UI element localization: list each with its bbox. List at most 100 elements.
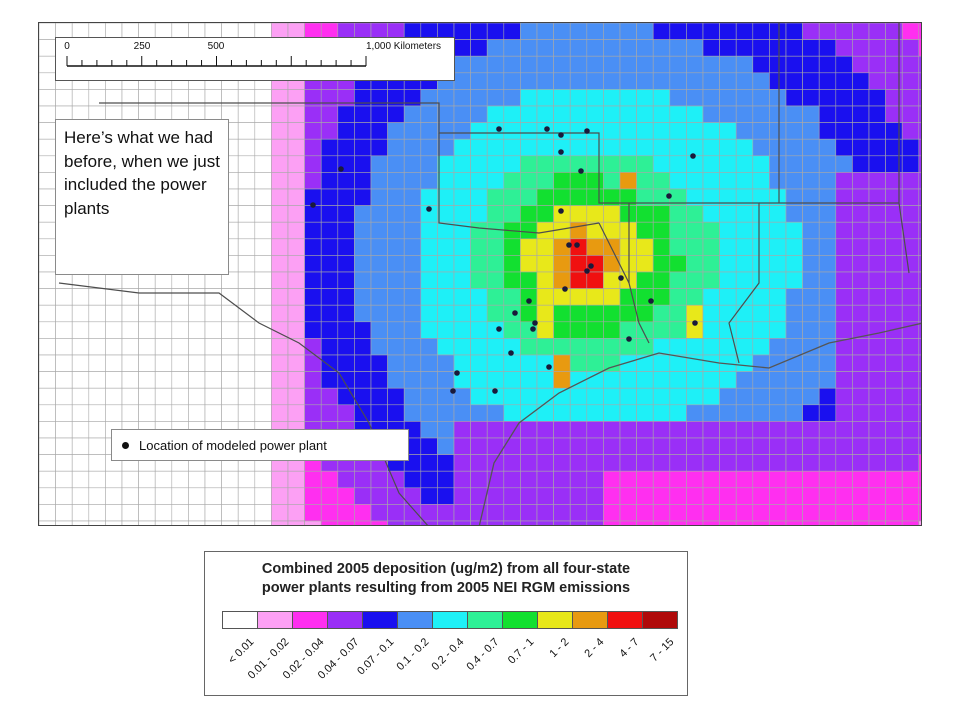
grid-cell (387, 354, 405, 372)
grid-cell (520, 504, 538, 522)
grid-cell (885, 288, 903, 306)
grid-cell (852, 520, 870, 525)
grid-cell (818, 288, 837, 306)
grid-cell (918, 72, 921, 90)
grid-cell (486, 23, 505, 40)
grid-cell (785, 72, 803, 90)
grid-cell (105, 504, 123, 522)
grid-cell (868, 72, 886, 90)
grid-cell (868, 105, 886, 123)
grid-cell (719, 288, 737, 306)
grid-cell (453, 205, 471, 223)
grid-cell (619, 122, 637, 140)
grid-cell (370, 155, 388, 173)
grid-cell (652, 454, 671, 472)
grid-cell (835, 255, 853, 273)
grid-cell (619, 39, 637, 57)
grid-cell (636, 255, 654, 273)
grid-cell (138, 520, 156, 525)
grid-cell (603, 470, 621, 489)
grid-cell (55, 288, 73, 306)
grid-cell (254, 304, 272, 323)
grid-cell (586, 23, 604, 40)
grid-cell (569, 72, 588, 90)
grid-cell (437, 437, 455, 455)
grid-cell (138, 387, 156, 406)
grid-cell (370, 338, 388, 356)
grid-cell (752, 304, 770, 323)
grid-cell (818, 437, 837, 455)
grid-cell (387, 205, 405, 223)
grid-cell (271, 105, 289, 123)
grid-cell (669, 172, 687, 190)
legend-title-line-1: Combined 2005 deposition (ug/m2) from al… (261, 561, 631, 577)
grid-cell (39, 520, 56, 525)
grid-cell (619, 89, 637, 107)
grid-cell (818, 138, 837, 157)
deposition-map: 0 250 500 1,000 Kilometers Here’s what w… (38, 22, 922, 526)
grid-cell (271, 188, 289, 206)
grid-cell (686, 338, 704, 356)
grid-cell (885, 304, 903, 323)
grid-cell (669, 321, 687, 339)
grid-cell (785, 387, 803, 406)
grid-cell (802, 421, 820, 439)
grid-cell (636, 437, 654, 455)
grid-cell (320, 122, 339, 140)
grid-cell (785, 238, 803, 256)
grid-cell (254, 470, 272, 489)
grid-cell (304, 487, 322, 505)
grid-cell (785, 421, 803, 439)
grid-cell (702, 138, 720, 157)
grid-cell (818, 271, 837, 289)
grid-cell (254, 238, 272, 256)
grid-cell (619, 221, 637, 240)
grid-cell (752, 487, 770, 505)
grid-cell (204, 387, 222, 406)
grid-cell (918, 338, 921, 356)
grid-cell (686, 387, 704, 406)
grid-cell (586, 470, 604, 489)
grid-cell (154, 321, 173, 339)
grid-cell (835, 72, 853, 90)
grid-cell (320, 387, 339, 406)
grid-cell (752, 338, 770, 356)
grid-cell (39, 338, 56, 356)
grid-cell (503, 172, 521, 190)
grid-cell (669, 404, 687, 422)
grid-cell (536, 72, 554, 90)
grid-cell (271, 221, 289, 240)
grid-cell (470, 238, 488, 256)
grid-cell (719, 371, 737, 389)
grid-cell (868, 470, 886, 489)
grid-cell (188, 338, 206, 356)
legend-swatch (362, 611, 398, 629)
grid-cell (271, 338, 289, 356)
grid-cell (818, 72, 837, 90)
legend-swatch (327, 611, 363, 629)
grid-cell (586, 371, 604, 389)
power-plant-marker (546, 364, 552, 370)
grid-cell (769, 39, 787, 57)
grid-cell (885, 520, 903, 525)
grid-cell (885, 504, 903, 522)
grid-cell (470, 520, 488, 525)
grid-cell (204, 288, 222, 306)
grid-cell (354, 371, 372, 389)
grid-cell (88, 470, 106, 489)
grid-cell (802, 39, 820, 57)
grid-cell (486, 205, 505, 223)
grid-cell (237, 321, 256, 339)
grid-cell (221, 321, 239, 339)
grid-cell (287, 205, 305, 223)
grid-cell (39, 39, 56, 57)
grid-cell (868, 89, 886, 107)
grid-cell (503, 288, 521, 306)
grid-cell (901, 255, 920, 273)
grid-cell (287, 105, 305, 123)
grid-cell (769, 221, 787, 240)
grid-cell (486, 520, 505, 525)
grid-cell (802, 89, 820, 107)
grid-cell (868, 338, 886, 356)
grid-cell (453, 454, 471, 472)
